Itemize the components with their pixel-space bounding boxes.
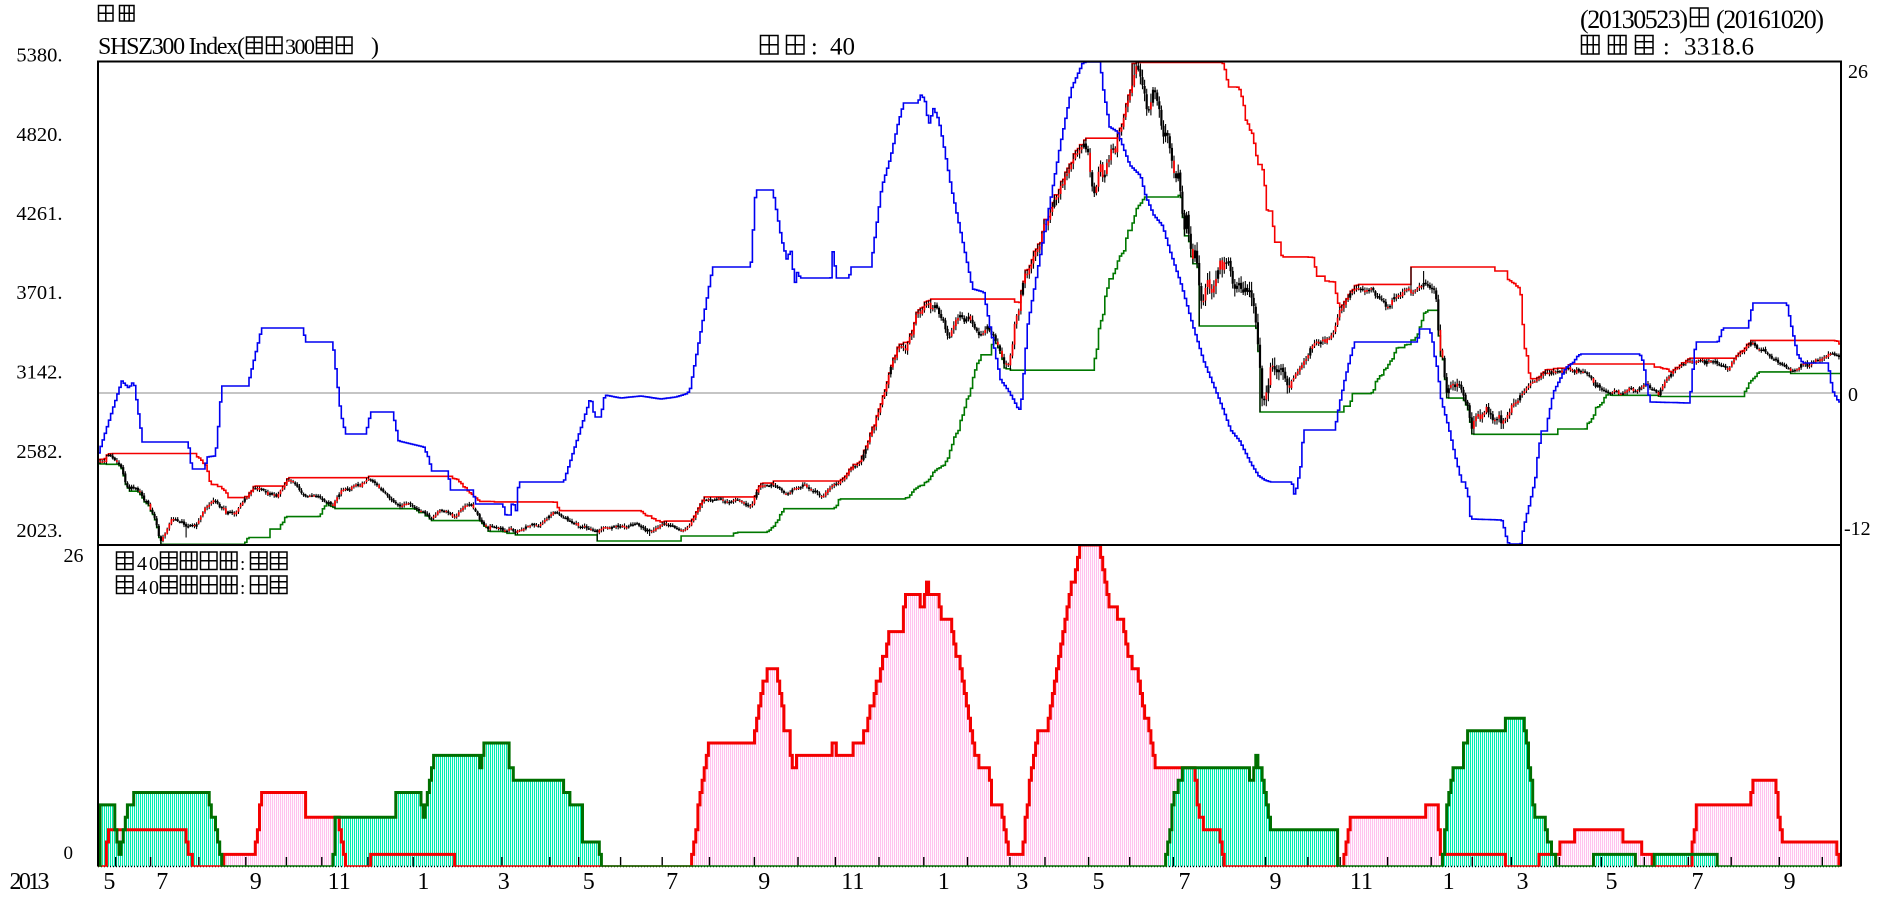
svg-text:26: 26: [1848, 61, 1868, 83]
svg-text::: :: [1663, 35, 1670, 61]
svg-text:5: 5: [583, 869, 595, 895]
svg-text:(20130523): (20130523): [1580, 5, 1688, 34]
svg-text:3701.: 3701.: [16, 282, 62, 304]
svg-text:2582.: 2582.: [16, 441, 62, 463]
svg-text:7: 7: [156, 869, 168, 895]
svg-text:7: 7: [666, 869, 678, 895]
svg-text:4820.: 4820.: [16, 124, 62, 146]
svg-text:SHSZ300 Index(: SHSZ300 Index(: [98, 34, 245, 60]
svg-text:2023.: 2023.: [16, 520, 62, 542]
svg-text:11: 11: [328, 869, 351, 895]
svg-text:9: 9: [758, 869, 770, 895]
svg-text:9: 9: [250, 869, 262, 895]
svg-text:5380.: 5380.: [16, 45, 62, 67]
svg-text::: :: [240, 554, 245, 575]
svg-text:0: 0: [64, 843, 74, 864]
svg-text:7: 7: [1692, 869, 1704, 895]
svg-text:5: 5: [103, 869, 115, 895]
svg-text::: :: [240, 578, 245, 599]
svg-text:-12: -12: [1844, 518, 1871, 540]
svg-text:3318.6: 3318.6: [1684, 34, 1754, 61]
svg-text:3: 3: [1517, 869, 1529, 895]
svg-text:11: 11: [841, 869, 864, 895]
svg-text:1: 1: [938, 869, 950, 895]
svg-text:3: 3: [1016, 869, 1028, 895]
svg-text:(20161020): (20161020): [1716, 5, 1824, 34]
svg-text:4261.: 4261.: [16, 203, 62, 225]
svg-text:2013: 2013: [10, 869, 50, 895]
svg-text:1: 1: [417, 869, 429, 895]
svg-text:7: 7: [1179, 869, 1191, 895]
svg-text:40: 40: [830, 34, 855, 61]
svg-text:9: 9: [1784, 869, 1796, 895]
svg-text:3: 3: [498, 869, 510, 895]
svg-text:0: 0: [1848, 384, 1858, 406]
svg-text:5: 5: [1093, 869, 1105, 895]
svg-text:9: 9: [1270, 869, 1282, 895]
svg-text:): ): [371, 34, 379, 60]
svg-text:1: 1: [1443, 869, 1455, 895]
svg-text:26: 26: [64, 545, 84, 567]
svg-text:300: 300: [285, 34, 315, 59]
svg-text:5: 5: [1606, 869, 1618, 895]
svg-text:3142.: 3142.: [16, 362, 62, 384]
svg-text:11: 11: [1350, 869, 1373, 895]
svg-text::: :: [811, 35, 818, 61]
